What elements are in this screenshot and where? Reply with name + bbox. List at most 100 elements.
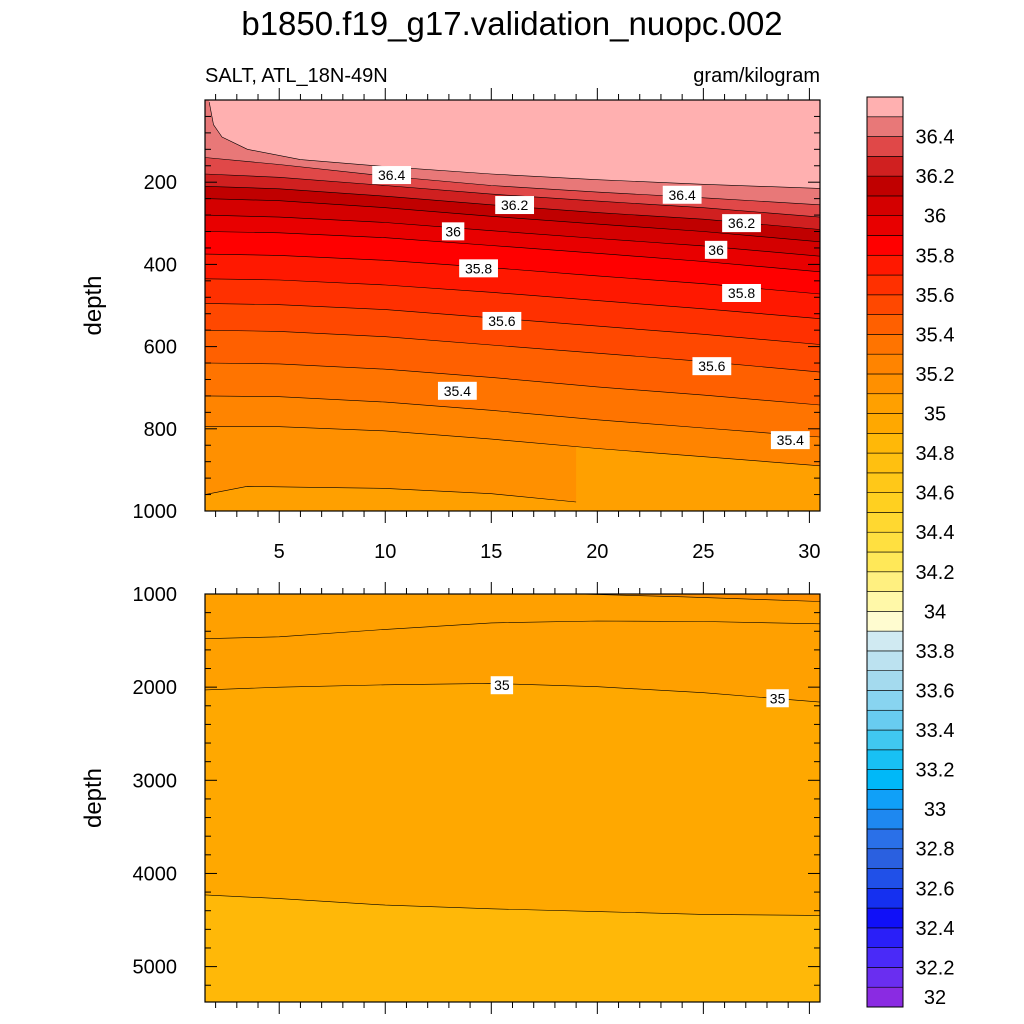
- y-axis-title: depth: [80, 768, 107, 828]
- colorbar-swatch: [866, 373, 904, 395]
- contour-label-text: 35: [770, 690, 786, 706]
- contour-fill-35-1: [576, 594, 820, 602]
- y-tick-label: 4000: [133, 863, 178, 885]
- contour-label-bg: [459, 259, 498, 278]
- colorbar-swatch: [866, 492, 904, 513]
- colorbar-label: 35: [924, 404, 946, 426]
- colorbar-label: 34.4: [916, 522, 955, 544]
- colorbar-swatch: [866, 413, 904, 434]
- contour-label-text: 35: [494, 677, 510, 693]
- contour-label-text: 35.6: [488, 313, 515, 329]
- contour-label-bg: [692, 357, 732, 376]
- contour-line-35-7: [205, 278, 820, 319]
- contour-label-bg: [495, 196, 535, 215]
- lower-panel: 1000 2000 3000 4000 5000 depth 35 35: [80, 582, 821, 1014]
- y-tick-label: 3000: [133, 770, 178, 792]
- colorbar-swatch: [866, 452, 904, 474]
- contour-label: 35.8: [459, 259, 498, 278]
- colorbar-swatch: [866, 334, 904, 355]
- colorbar-swatch: [866, 175, 904, 197]
- contour-line-35-3: [205, 395, 820, 438]
- contour-label-text: 36: [708, 242, 724, 258]
- y-tick-label: 400: [144, 254, 177, 276]
- contour-label: 35: [490, 676, 514, 695]
- contour-label-text: 35.8: [465, 260, 492, 276]
- colorbar-swatch: [866, 571, 904, 592]
- x-tick-label: 5: [274, 541, 285, 563]
- y-tick-label: 5000: [133, 957, 178, 979]
- contour-label-text: 36.4: [669, 187, 696, 203]
- contour-label: 35.6: [482, 311, 522, 330]
- contour-label-bg: [766, 689, 789, 708]
- contour-label-text: 36: [445, 223, 461, 239]
- colorbar-swatch: [866, 591, 904, 612]
- colorbar-label: 36.2: [916, 166, 955, 188]
- contour-label-bg: [722, 214, 761, 233]
- colorbar-frame: [866, 96, 904, 1008]
- colorbar-label: 32: [924, 987, 946, 1009]
- colorbar-label: 35.6: [916, 285, 955, 307]
- contour-label: 36.4: [662, 185, 702, 204]
- contour-label: 35.8: [722, 283, 761, 302]
- contour-label: 36.4: [372, 166, 412, 185]
- colorbar-swatch: [866, 729, 904, 751]
- contour-label: 36.2: [722, 214, 761, 233]
- lower-plot-area: [205, 594, 820, 1002]
- contour-label-bg: [490, 676, 514, 695]
- colorbar-swatch: [866, 512, 904, 533]
- colorbar-label: 35.4: [916, 324, 955, 346]
- contour-fill-36-5: [209, 100, 820, 189]
- y-tick-label: 800: [144, 419, 177, 441]
- contour-line-35-05: [205, 620, 820, 639]
- contour-label: 35.4: [770, 431, 810, 450]
- colorbar-label: 33.2: [916, 760, 955, 782]
- colorbar-swatch: [866, 254, 904, 276]
- contour-label: 35: [766, 689, 789, 708]
- colorbar-swatch: [866, 551, 904, 573]
- colorbar-swatch: [866, 650, 904, 671]
- colorbar-swatch: [866, 195, 904, 216]
- colorbar-swatch: [866, 769, 904, 790]
- colorbar-label: 35.8: [916, 245, 955, 267]
- colorbar-swatch: [866, 215, 904, 236]
- colorbar-swatch: [866, 156, 904, 177]
- contour-line-34-95: [205, 894, 820, 916]
- units-subtitle: gram/kilogram: [693, 65, 820, 87]
- colorbar-swatch: [866, 808, 904, 830]
- colorbar-swatch: [866, 136, 904, 157]
- y-tick-label: 200: [144, 172, 177, 194]
- colorbar-swatch: [866, 670, 904, 691]
- colorbar-label: 32.6: [916, 878, 955, 900]
- contour-line-36-3: [205, 173, 820, 218]
- y-tick-label: 2000: [133, 677, 178, 699]
- colorbar-swatch: [866, 116, 904, 137]
- colorbar-swatch: [866, 531, 904, 553]
- colorbar-swatch: [866, 96, 904, 118]
- contour-label-bg: [372, 166, 412, 185]
- contour-label-text: 36.4: [378, 167, 405, 183]
- colorbar-label: 36: [924, 206, 946, 228]
- contour-label-bg: [722, 283, 761, 302]
- y-tick-label: 1000: [133, 584, 178, 606]
- colorbar-swatch: [866, 789, 904, 810]
- colorbar-swatch: [866, 611, 904, 632]
- colorbar-label: 33.4: [916, 720, 955, 742]
- contour-label: 36: [704, 240, 728, 259]
- colorbar-label: 34.8: [916, 443, 955, 465]
- colorbar-label: 33.6: [916, 680, 955, 702]
- colorbar-swatch: [866, 868, 904, 889]
- colorbar: 32 32.2 32.4 32.6 32.8 33 33.2 33.4 33.6 33.8 34 34…: [866, 96, 955, 1009]
- colorbar-swatch: [866, 314, 904, 335]
- contour-line-36: [205, 214, 820, 257]
- x-tick-label: 30: [798, 541, 820, 563]
- contour-label-text: 36.2: [501, 197, 528, 213]
- colorbar-label: 34.2: [916, 562, 955, 584]
- colorbar-swatch: [866, 433, 904, 454]
- contour-label-text: 36.2: [728, 215, 755, 231]
- contour-line-35-1: [576, 594, 820, 602]
- x-tick-label: 25: [692, 541, 714, 563]
- colorbar-swatch: [866, 630, 904, 652]
- colorbar-swatch: [866, 690, 904, 711]
- colorbar-label: 32.2: [916, 957, 955, 979]
- colorbar-swatch: [866, 848, 904, 869]
